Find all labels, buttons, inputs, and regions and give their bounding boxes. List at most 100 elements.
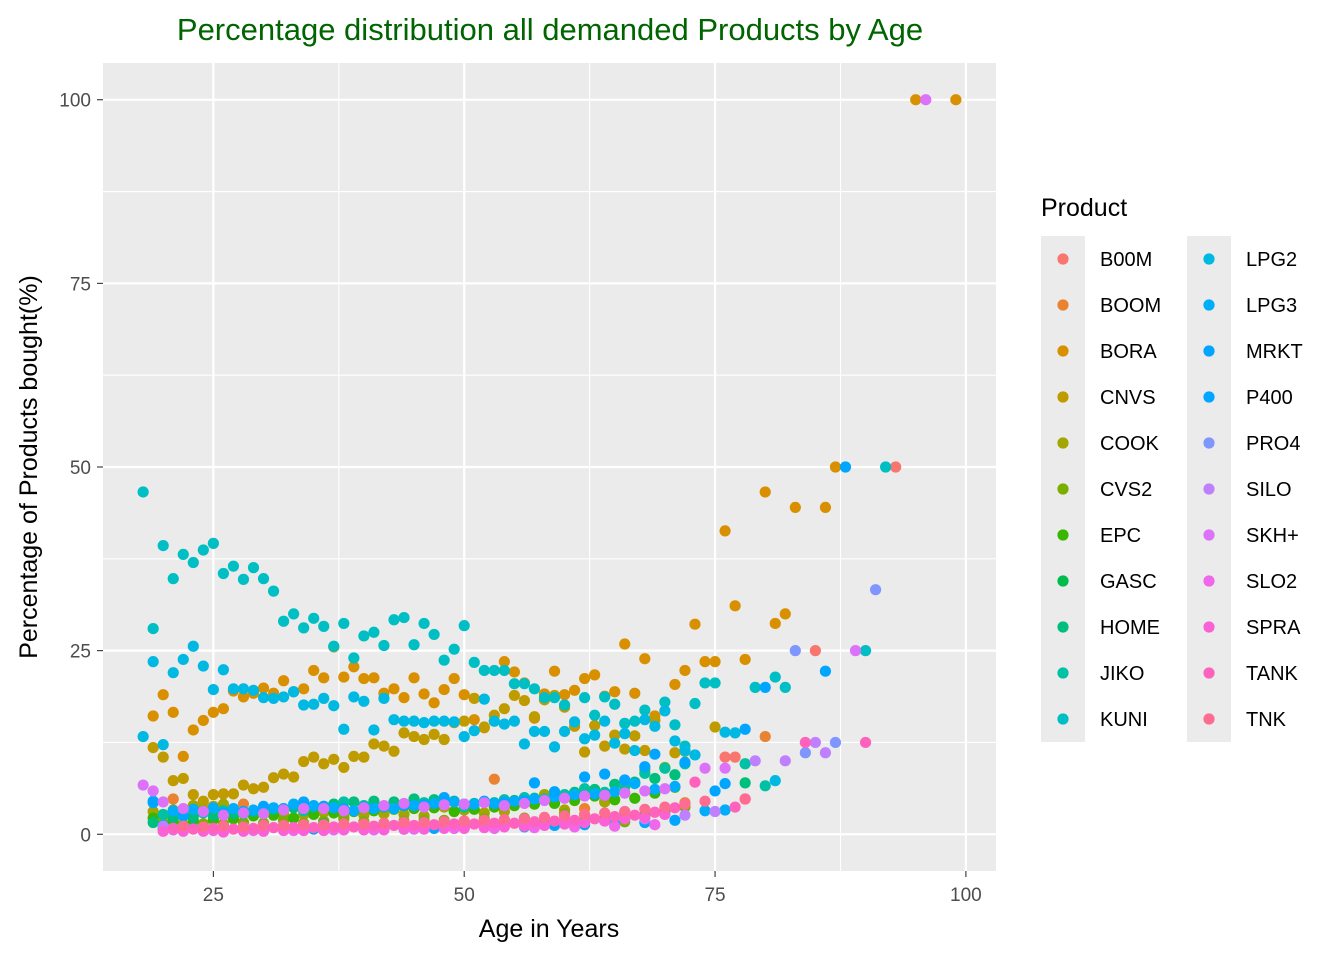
data-point	[247, 822, 260, 834]
legend-swatch	[1057, 621, 1069, 633]
data-point	[408, 730, 420, 743]
data-point	[418, 717, 430, 729]
data-point	[639, 744, 651, 757]
data-point	[438, 733, 450, 746]
data-point	[237, 821, 250, 833]
data-point	[669, 769, 681, 781]
data-point	[528, 793, 541, 805]
data-point	[508, 715, 520, 727]
data-point	[589, 719, 601, 732]
data-point	[167, 667, 179, 679]
data-point	[789, 501, 801, 513]
data-point	[368, 724, 380, 736]
data-point	[197, 805, 209, 818]
data-point	[859, 736, 872, 749]
data-point	[739, 653, 751, 666]
data-point	[849, 645, 862, 657]
data-point	[308, 664, 320, 677]
data-point	[639, 811, 651, 823]
data-points	[137, 94, 962, 838]
data-point	[207, 706, 219, 718]
data-point	[288, 798, 300, 810]
data-point	[187, 556, 199, 569]
data-point	[639, 704, 651, 716]
data-point	[448, 643, 460, 655]
data-point	[779, 608, 791, 620]
legend-label: HOME	[1100, 617, 1160, 639]
legend-swatch	[1203, 437, 1215, 449]
data-point	[157, 739, 169, 751]
data-point	[568, 814, 581, 826]
data-point	[649, 748, 661, 760]
data-point	[458, 730, 470, 743]
data-point	[468, 714, 480, 726]
data-point	[548, 815, 561, 827]
data-point	[759, 730, 771, 743]
data-point	[508, 678, 520, 690]
data-point	[408, 819, 420, 832]
legend-label: TNK	[1246, 709, 1287, 731]
data-point	[739, 723, 751, 735]
legend-swatch	[1203, 667, 1215, 679]
legend-item: TANK	[1203, 663, 1299, 685]
data-point	[709, 677, 721, 689]
data-point	[558, 818, 571, 830]
legend-label: B00M	[1100, 249, 1152, 271]
legend-item: P400	[1203, 387, 1293, 409]
data-point	[418, 617, 430, 630]
legend-items: B00M BOOM BORA CNVS COOK CVS2 EPC GASC HOME JIKO K…	[1041, 236, 1303, 742]
data-point	[769, 617, 781, 630]
data-point	[237, 779, 250, 791]
legend-item: JIKO	[1057, 663, 1144, 685]
data-point	[298, 683, 310, 695]
data-point	[619, 638, 631, 650]
data-point	[237, 683, 250, 695]
data-point	[348, 821, 360, 833]
data-point	[187, 803, 199, 815]
data-point	[298, 755, 310, 768]
series-pro4	[789, 584, 882, 759]
data-point	[759, 486, 771, 498]
data-point	[328, 640, 340, 652]
data-point	[809, 736, 821, 749]
legend-label: EPC	[1100, 525, 1141, 547]
data-point	[759, 780, 771, 792]
legend-swatch	[1203, 713, 1215, 725]
data-point	[388, 745, 400, 757]
data-point	[548, 692, 561, 704]
data-point	[619, 805, 631, 818]
data-point	[609, 786, 621, 798]
data-point	[729, 600, 741, 612]
data-point	[378, 692, 390, 704]
data-point	[659, 801, 671, 813]
data-point	[739, 777, 751, 789]
data-point	[518, 813, 531, 825]
data-point	[629, 792, 641, 804]
data-point	[759, 681, 771, 693]
data-point	[157, 689, 169, 701]
data-point	[689, 697, 701, 710]
data-point	[398, 797, 410, 810]
data-point	[358, 630, 370, 642]
data-point	[428, 697, 440, 709]
legend-swatch	[1203, 483, 1215, 495]
y-axis-ticks: 0 25 50 75 100	[59, 91, 103, 846]
x-tick-label: 25	[203, 885, 224, 906]
data-point	[649, 783, 661, 796]
legend-label: COOK	[1100, 433, 1160, 455]
data-point	[338, 818, 350, 830]
data-point	[288, 608, 300, 620]
data-point	[398, 715, 410, 727]
legend-swatch	[1057, 437, 1069, 449]
data-point	[880, 461, 892, 473]
major-gridlines	[103, 63, 996, 871]
data-point	[609, 794, 621, 806]
data-point	[599, 740, 611, 752]
data-point	[197, 660, 209, 672]
data-point	[639, 785, 651, 797]
data-point	[739, 793, 751, 805]
data-point	[478, 664, 490, 677]
data-point	[508, 817, 520, 829]
data-point	[488, 715, 500, 727]
data-point	[157, 539, 169, 552]
